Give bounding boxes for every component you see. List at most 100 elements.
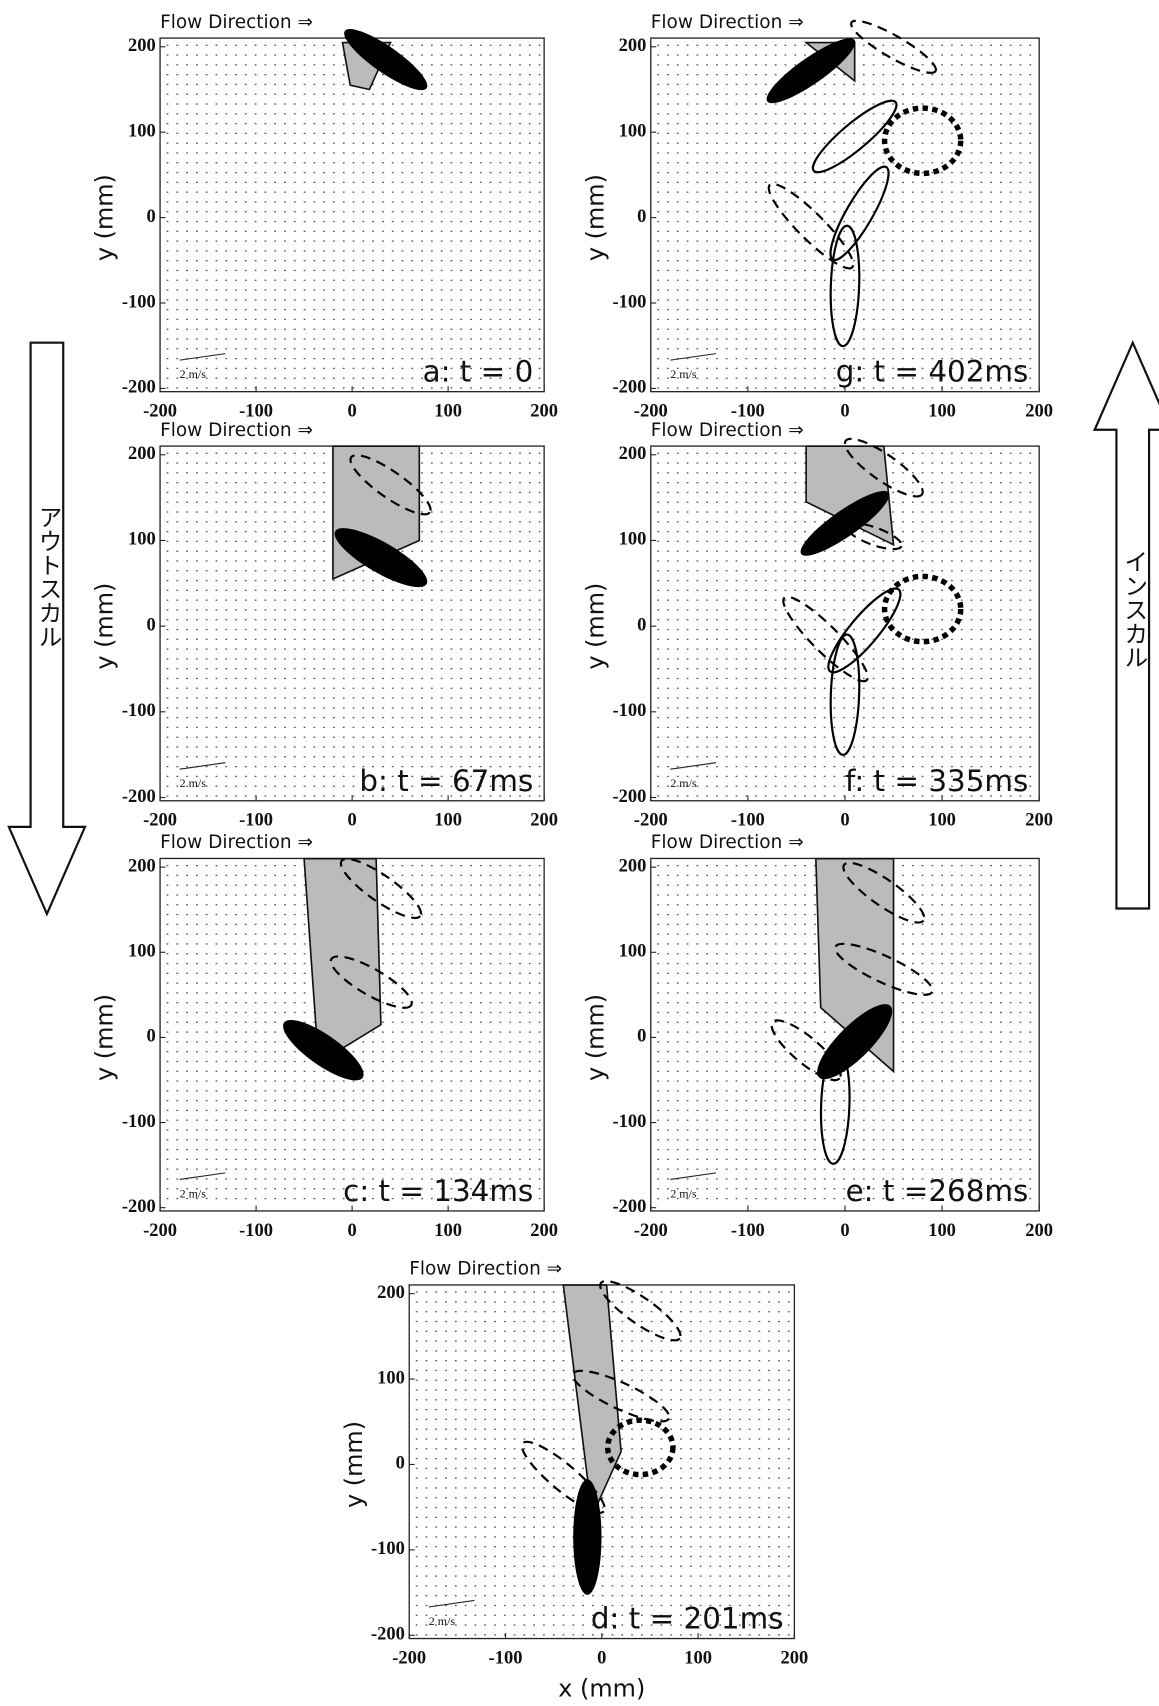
vector-dot <box>196 737 198 738</box>
vector-dot <box>402 250 404 251</box>
vector-dot <box>951 84 953 85</box>
vector-dot <box>372 240 374 241</box>
vector-dot <box>745 250 747 251</box>
vector-dot <box>441 211 443 212</box>
vector-dot <box>775 280 777 281</box>
vector-dot <box>706 678 708 679</box>
vector-dot <box>353 629 355 630</box>
vector-dot <box>225 378 227 379</box>
vector-dot <box>677 737 679 738</box>
vector-dot <box>196 707 198 708</box>
vector-dot <box>657 648 659 649</box>
vector-dot <box>765 551 767 552</box>
vector-dot <box>814 737 816 738</box>
vector-dot <box>186 580 188 581</box>
vector-dot <box>922 231 924 232</box>
vector-dot <box>677 688 679 689</box>
vector-dot <box>755 260 757 261</box>
vector-dot <box>657 619 659 620</box>
vector-dot <box>284 191 286 192</box>
vector-dot <box>696 191 698 192</box>
vector-dot <box>863 133 865 134</box>
vector-dot <box>1000 319 1002 320</box>
vector-dot <box>726 133 728 134</box>
vector-dot <box>343 231 345 232</box>
vector-dot <box>372 201 374 202</box>
vector-dot <box>1010 329 1012 330</box>
vector-dot <box>726 590 728 591</box>
vector-dot <box>382 387 384 388</box>
vector-dot <box>382 639 384 640</box>
flow-direction: Flow Direction ⇒ <box>651 12 804 33</box>
vector-dot <box>294 619 296 620</box>
vector-dot <box>313 599 315 600</box>
vector-dot <box>726 766 728 767</box>
vector-dot <box>539 387 541 388</box>
vector-dot <box>402 172 404 173</box>
vector-dot <box>804 221 806 222</box>
vector-dot <box>451 697 453 698</box>
vector-dot <box>794 182 796 183</box>
vector-dot <box>402 191 404 192</box>
vector-dot <box>382 678 384 679</box>
vector-dot <box>265 639 267 640</box>
vector-dot <box>431 133 433 134</box>
vector-dot <box>980 182 982 183</box>
vector-dot <box>304 133 306 134</box>
vector-dot <box>274 678 276 679</box>
vector-dot <box>313 462 315 463</box>
vector-dot <box>716 94 718 95</box>
vector-dot <box>304 221 306 222</box>
vector-dot <box>206 182 208 183</box>
vector-dot <box>343 629 345 630</box>
vector-dot <box>902 182 904 183</box>
vector-dot <box>775 678 777 679</box>
vector-dot <box>255 378 257 379</box>
vector-dot <box>509 746 511 747</box>
vector-dot <box>460 221 462 222</box>
vector-dot <box>971 348 973 349</box>
vector-dot <box>490 94 492 95</box>
vector-dot <box>245 717 247 718</box>
vector-dot <box>333 299 335 300</box>
vector-dot <box>1029 368 1031 369</box>
vector-dot <box>186 678 188 679</box>
vector-dot <box>216 54 218 55</box>
vector-dot <box>167 746 169 747</box>
vector-dot <box>333 378 335 379</box>
vector-dot <box>196 172 198 173</box>
vector-dot <box>216 162 218 163</box>
vector-dot <box>834 74 836 75</box>
vector-dot <box>284 472 286 473</box>
vector-dot <box>902 309 904 310</box>
vector-dot <box>853 250 855 251</box>
vector-dot <box>186 521 188 522</box>
vector-dot <box>411 133 413 134</box>
vector-dot <box>667 74 669 75</box>
vector-dot <box>245 756 247 757</box>
vector-dot <box>451 580 453 581</box>
vector-dot <box>765 688 767 689</box>
vector-dot <box>912 250 914 251</box>
vector-dot <box>834 678 836 679</box>
vector-dot <box>421 521 423 522</box>
vector-dot <box>255 472 257 473</box>
vector-dot <box>225 260 227 261</box>
vector-dot <box>294 94 296 95</box>
vector-dot <box>883 113 885 114</box>
vector-dot <box>1029 94 1031 95</box>
vector-dot <box>1029 221 1031 222</box>
vector-dot <box>843 162 845 163</box>
vector-dot <box>255 113 257 114</box>
vector-dot <box>745 368 747 369</box>
vector-dot <box>1000 172 1002 173</box>
vector-dot <box>490 74 492 75</box>
vector-dot <box>441 570 443 571</box>
vector-dot <box>853 270 855 271</box>
vector-dot <box>785 756 787 757</box>
vector-dot <box>460 172 462 173</box>
vector-dot <box>460 74 462 75</box>
vector-dot <box>245 462 247 463</box>
vector-dot <box>480 299 482 300</box>
vector-dot <box>785 201 787 202</box>
